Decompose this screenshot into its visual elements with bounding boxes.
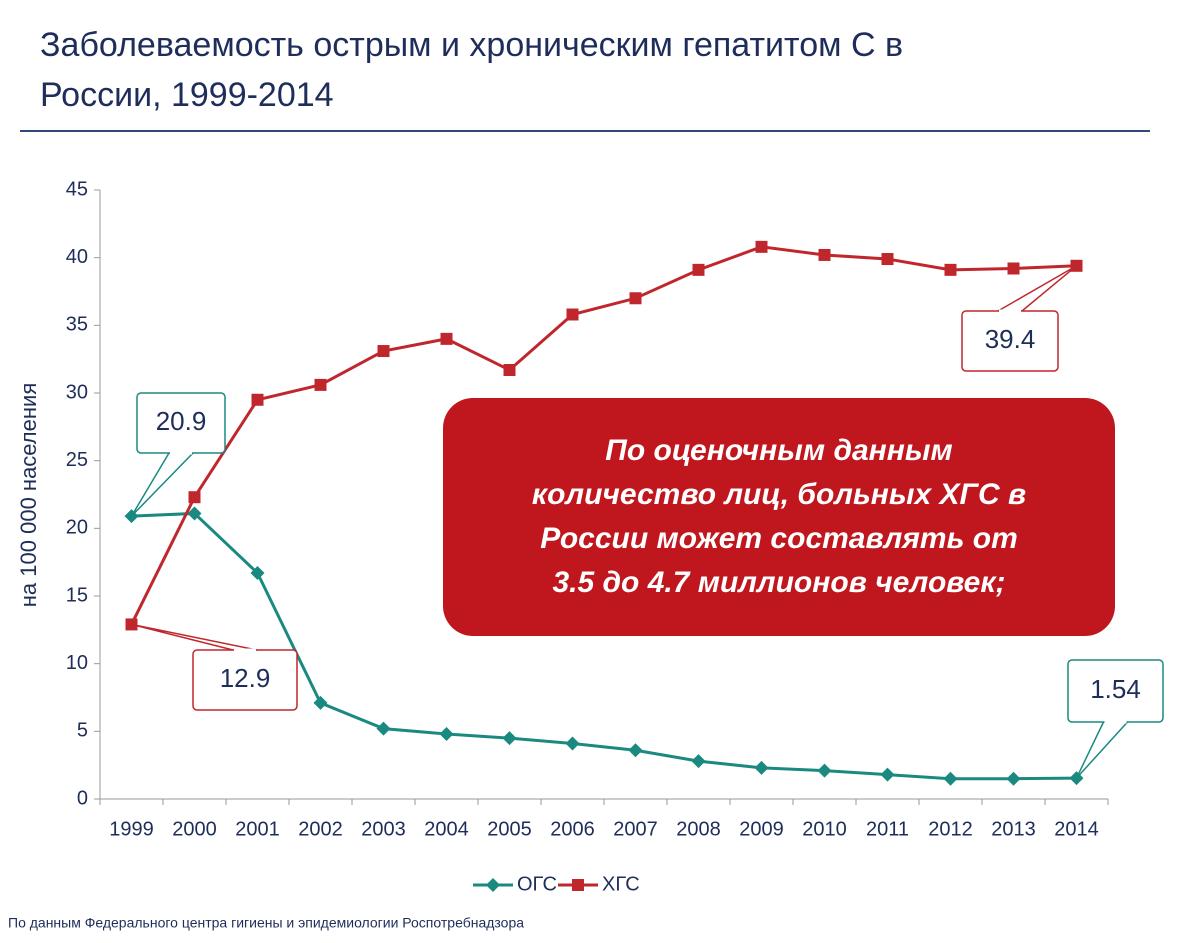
x-tick-label: 2012 <box>928 818 973 840</box>
x-tick-label: 2013 <box>991 818 1036 840</box>
marker <box>566 308 579 321</box>
y-tick-label: 5 <box>77 720 88 742</box>
y-tick-label: 40 <box>66 246 88 268</box>
source: По данным Федерального центра гигиены и … <box>8 915 524 931</box>
marker <box>439 727 454 742</box>
x-tick-label: 2008 <box>676 818 721 840</box>
marker <box>1007 262 1020 275</box>
annotation-text: количество лиц, больных ХГС в <box>532 478 1026 511</box>
x-tick-label: 2002 <box>298 818 343 840</box>
callout: 1.54 <box>1067 659 1164 779</box>
marker <box>188 491 201 504</box>
x-tick-label: 2014 <box>1054 818 1099 840</box>
annotation-text: России может составлять от <box>540 522 1018 555</box>
legend-label: ОГС <box>517 873 557 895</box>
marker <box>944 263 957 276</box>
marker <box>313 695 328 710</box>
data-label: 39.4 <box>985 324 1036 354</box>
marker <box>755 240 768 253</box>
marker <box>628 743 643 758</box>
x-tick-label: 2004 <box>424 818 469 840</box>
annotation-text: 3.5 до 4.7 миллионов человек; <box>552 566 1005 599</box>
y-axis-label: на 100 000 населения <box>16 383 41 607</box>
x-tick-label: 2007 <box>613 818 658 840</box>
data-label: 12.9 <box>220 663 271 693</box>
y-tick-label: 45 <box>66 178 88 200</box>
marker <box>187 506 202 521</box>
callout: 12.9 <box>131 623 298 711</box>
marker <box>818 248 831 261</box>
marker <box>376 721 391 736</box>
marker <box>377 345 390 358</box>
marker <box>486 878 500 892</box>
y-tick-label: 10 <box>66 652 88 674</box>
y-tick-label: 35 <box>66 314 88 336</box>
y-tick-label: 15 <box>66 584 88 606</box>
marker <box>1006 771 1021 786</box>
marker <box>250 565 265 580</box>
marker <box>691 754 706 769</box>
legend-label: ХГС <box>602 873 640 895</box>
callout-pointer <box>1075 721 1130 779</box>
data-label: 20.9 <box>156 406 207 436</box>
y-tick-label: 30 <box>66 381 88 403</box>
marker <box>817 763 832 778</box>
marker <box>503 363 516 376</box>
marker <box>440 332 453 345</box>
x-tick-label: 2003 <box>361 818 406 840</box>
callout-pointer <box>130 452 195 517</box>
series-line <box>130 245 1077 626</box>
x-tick-label: 2009 <box>739 818 784 840</box>
callout-pointer <box>131 623 258 651</box>
y-tick-label: 20 <box>66 517 88 539</box>
chart-title: Заболеваемость острым и хроническим гепа… <box>40 26 904 114</box>
marker <box>880 767 895 782</box>
marker <box>629 292 642 305</box>
x-tick-label: 2011 <box>866 818 909 840</box>
marker <box>572 879 584 891</box>
y-tick-label: 25 <box>66 449 88 471</box>
marker <box>692 263 705 276</box>
marker <box>754 760 769 775</box>
marker <box>502 731 517 746</box>
callout: 39.4 <box>961 265 1077 372</box>
annotation-text: По оценочным данным <box>605 434 952 467</box>
y-tick-label: 0 <box>77 787 88 809</box>
marker <box>251 393 264 406</box>
x-tick-label: 2005 <box>487 818 532 840</box>
marker <box>881 253 894 266</box>
x-tick-label: 2006 <box>550 818 595 840</box>
x-tick-label: 1999 <box>109 818 154 840</box>
series-line <box>131 511 1077 781</box>
data-label: 1.54 <box>1090 674 1141 704</box>
annotation-box <box>443 398 1115 636</box>
marker <box>314 378 327 391</box>
x-tick-label: 2010 <box>802 818 847 840</box>
x-tick-label: 2001 <box>235 818 280 840</box>
marker <box>565 736 580 751</box>
callout: 20.9 <box>130 392 226 517</box>
marker <box>943 771 958 786</box>
x-tick-label: 2000 <box>172 818 217 840</box>
